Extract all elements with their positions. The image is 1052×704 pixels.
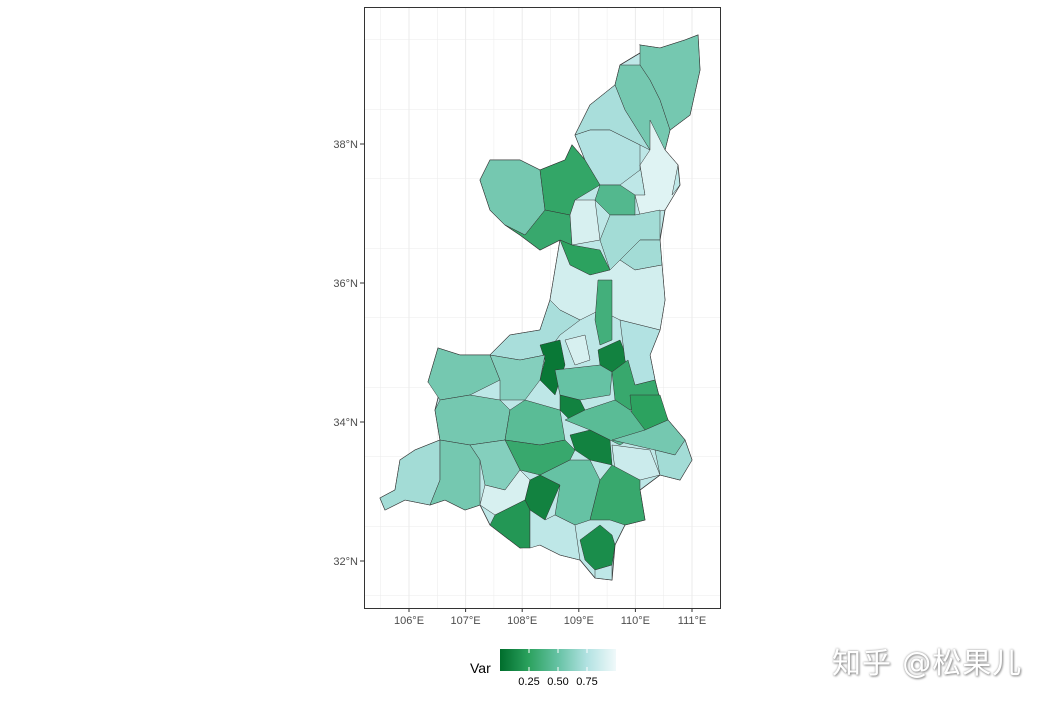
- county-region: [427, 347, 501, 401]
- county-region: [654, 439, 693, 481]
- county-region: [379, 439, 441, 511]
- regions: [379, 34, 701, 581]
- county-region: [579, 524, 616, 571]
- legend-title: Var: [470, 660, 491, 676]
- watermark: 知乎 @松果儿: [832, 646, 1023, 680]
- county-region: [529, 509, 581, 561]
- county-region: [569, 199, 601, 246]
- legend-tick-label: 0.75: [576, 676, 598, 688]
- county-region: [564, 334, 591, 366]
- y-tick-label: 36°N: [333, 278, 358, 290]
- x-tick-label: 109°E: [564, 615, 594, 627]
- x-tick-label: 111°E: [678, 615, 706, 627]
- x-tick-label: 110°E: [621, 615, 650, 627]
- county-region: [489, 354, 546, 401]
- legend-tick-label: 0.50: [547, 676, 569, 688]
- legend-tick-label: 0.25: [518, 676, 540, 688]
- y-tick-label: 38°N: [333, 139, 358, 151]
- county-region: [554, 364, 613, 401]
- x-tick-label: 106°E: [394, 615, 424, 627]
- panel-border: [364, 7, 721, 609]
- legend-colorbar: [500, 649, 616, 671]
- x-tick-label: 107°E: [451, 615, 481, 627]
- county-region: [589, 464, 646, 526]
- county-region: [434, 394, 511, 446]
- x-tick-label: 108°E: [507, 615, 537, 627]
- y-tick-label: 34°N: [333, 417, 358, 429]
- y-tick-label: 32°N: [333, 556, 358, 568]
- legend-gradient: [500, 649, 616, 671]
- county-region: [594, 279, 613, 346]
- county-region: [594, 564, 613, 581]
- axes: 106°E 107°E 108°E 109°E 110°E 111°E 32°N 34°N 36…: [333, 139, 706, 627]
